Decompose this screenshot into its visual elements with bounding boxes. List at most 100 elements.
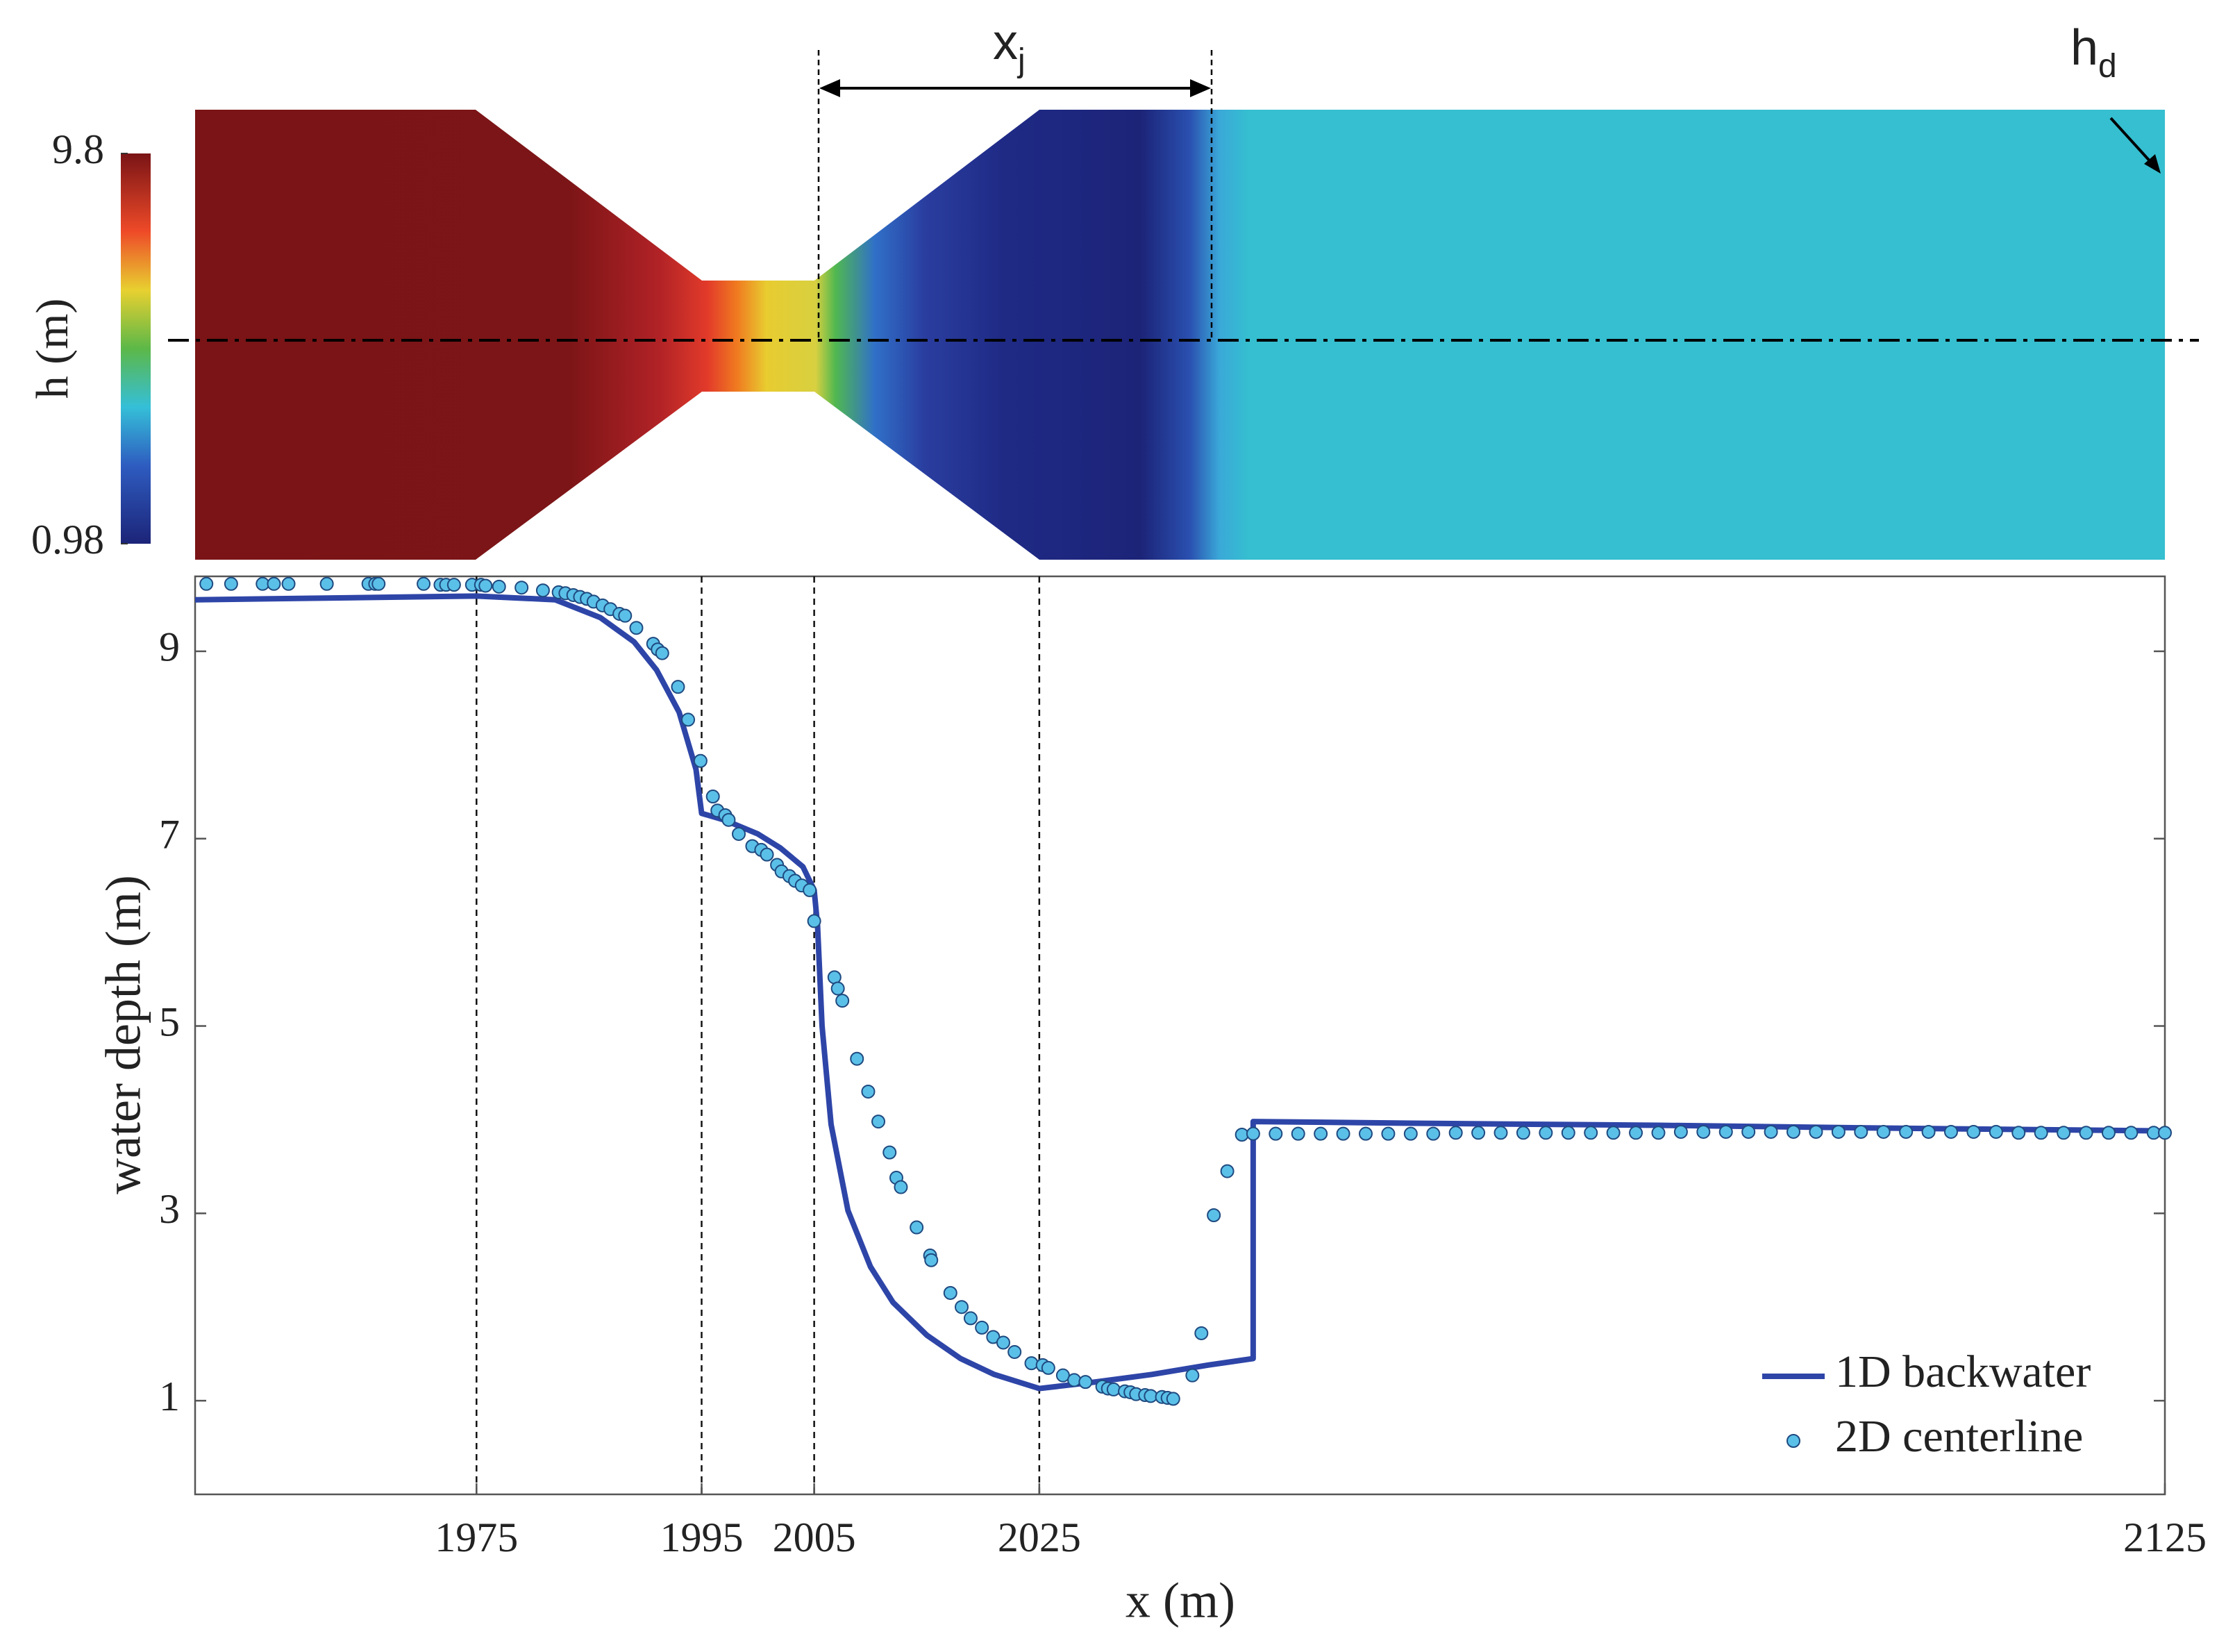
colorbar-tick-label: 9.8	[52, 126, 104, 172]
data-point	[830, 981, 845, 996]
data-point	[1718, 1124, 1733, 1139]
data-point	[693, 753, 708, 768]
y-tick-label: 7	[159, 811, 180, 857]
data-point	[924, 1253, 939, 1267]
data-point	[535, 583, 550, 598]
data-point	[2079, 1126, 2093, 1140]
data-point	[705, 790, 720, 804]
data-point	[996, 1335, 1010, 1350]
y-tick-label: 3	[159, 1186, 180, 1232]
data-point	[1314, 1126, 1328, 1141]
data-point	[1943, 1124, 1958, 1139]
data-point	[882, 1145, 897, 1160]
data-point	[1651, 1126, 1666, 1140]
arrow-head	[819, 79, 840, 97]
data-point	[1966, 1124, 1981, 1139]
x-tick-label: 2025	[998, 1515, 1081, 1560]
hd-arrow	[2109, 117, 2154, 165]
jump-length-label: xj	[993, 15, 1026, 79]
data-point	[655, 646, 669, 660]
data-point	[1007, 1344, 1022, 1359]
legend-label: 2D centerline	[1835, 1411, 2083, 1462]
y-tick-label: 1	[159, 1374, 180, 1419]
data-point	[1185, 1368, 1200, 1383]
data-point	[1291, 1126, 1305, 1141]
data-point	[1166, 1392, 1180, 1406]
data-point	[1741, 1124, 1756, 1139]
data-point	[1358, 1126, 1373, 1141]
data-point	[1831, 1124, 1846, 1139]
series-line	[194, 593, 2166, 1392]
data-point	[681, 712, 696, 727]
data-point	[1078, 1375, 1093, 1390]
data-point	[732, 826, 746, 841]
data-point	[2124, 1126, 2139, 1140]
data-point	[760, 847, 774, 862]
data-point	[1336, 1126, 1350, 1141]
annotation-text: h	[2070, 20, 2098, 76]
data-point	[1584, 1126, 1598, 1140]
annotation-subscript: d	[2098, 48, 2117, 85]
data-point	[478, 578, 493, 593]
data-point	[224, 576, 238, 591]
data-point	[1899, 1124, 1914, 1139]
data-point	[1673, 1124, 1688, 1139]
data-point	[807, 914, 821, 928]
data-point	[954, 1300, 969, 1315]
data-point	[1539, 1126, 1553, 1140]
x-tick-label: 2125	[2123, 1515, 2207, 1560]
data-point	[2034, 1126, 2048, 1140]
data-point	[963, 1311, 978, 1326]
data-point	[267, 576, 281, 591]
data-point	[1106, 1382, 1121, 1396]
colorbar-tick-label: 0.98	[31, 517, 104, 562]
y-tick-label: 9	[159, 624, 180, 670]
data-point	[618, 608, 633, 623]
data-point	[975, 1320, 989, 1335]
data-point	[1471, 1126, 1486, 1140]
data-point	[281, 576, 296, 591]
data-point	[943, 1285, 957, 1300]
data-point	[1426, 1126, 1441, 1141]
data-point	[850, 1051, 864, 1066]
data-point	[721, 812, 736, 827]
data-point	[417, 576, 431, 591]
data-point	[2011, 1126, 2026, 1140]
data-point	[1144, 1389, 1158, 1403]
annotation-text: x	[993, 15, 1018, 70]
data-point	[894, 1180, 908, 1194]
data-point	[1041, 1360, 1055, 1375]
data-point	[910, 1220, 924, 1235]
x-tick-label: 2005	[773, 1515, 856, 1560]
data-point	[1246, 1126, 1260, 1141]
downstream-depth-label: hd	[2070, 20, 2117, 85]
data-point	[2057, 1126, 2071, 1140]
data-point	[1809, 1124, 1823, 1139]
data-point	[446, 578, 461, 592]
data-point	[861, 1084, 876, 1099]
annotation-subscript: j	[1016, 42, 1026, 79]
data-point	[1448, 1126, 1463, 1140]
data-point	[1989, 1124, 2003, 1139]
data-point	[1403, 1126, 1418, 1141]
data-point	[629, 621, 644, 635]
colorbar-label: h (m)	[27, 299, 78, 399]
contour-map: xj hd h (m)	[27, 15, 2199, 560]
data-point	[1067, 1373, 1082, 1387]
data-point	[2158, 1126, 2172, 1140]
data-point	[671, 680, 685, 694]
data-point	[2101, 1126, 2116, 1140]
data-point	[371, 576, 386, 591]
data-point	[1024, 1356, 1039, 1371]
data-point	[1220, 1164, 1235, 1178]
data-point	[514, 581, 529, 595]
y-tick-label: 5	[159, 999, 180, 1044]
data-point	[1381, 1126, 1396, 1141]
data-point	[319, 576, 334, 591]
arrow-head	[1190, 79, 1211, 97]
data-point	[1493, 1126, 1508, 1140]
x-tick-label: 1975	[435, 1515, 518, 1560]
data-point	[803, 883, 817, 897]
x-axis-label: x (m)	[1125, 1573, 1235, 1628]
